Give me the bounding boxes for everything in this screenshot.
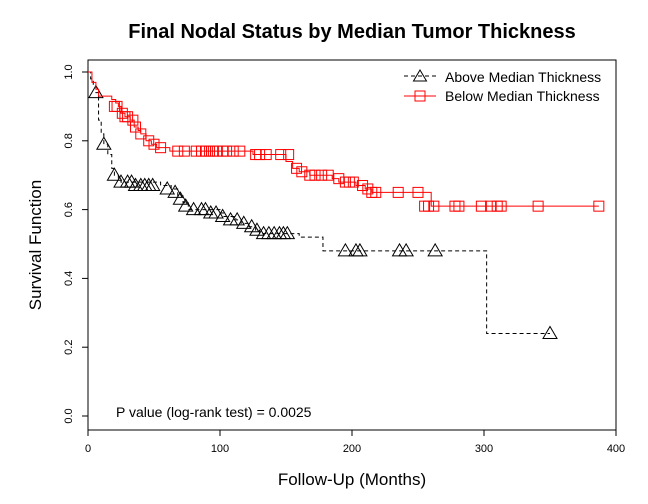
y-axis-label: Survival Function [26, 180, 45, 310]
censor-marker-triangle [172, 191, 189, 205]
censor-marker-triangle [249, 222, 265, 236]
y-tick-label: 0.8 [63, 133, 75, 148]
y-tick-label: 0.2 [63, 340, 75, 355]
censor-marker-square [178, 145, 190, 157]
censor-marker-square [419, 200, 431, 212]
censor-marker-square [283, 149, 295, 161]
series-1 [88, 71, 605, 212]
legend-label-below: Below Median Thickness [445, 88, 600, 104]
x-tick-label: 100 [211, 443, 229, 455]
censor-marker-square [347, 176, 359, 188]
censor-marker-triangle [352, 242, 368, 257]
censor-marker-square [593, 200, 605, 212]
censor-marker-triangle [123, 174, 140, 188]
censor-marker-square [127, 114, 139, 126]
legend-marker-square-icon [414, 90, 426, 102]
x-tick-label: 300 [475, 443, 493, 455]
censor-marker-square [227, 145, 239, 157]
censor-marker-square [316, 169, 328, 181]
p-value-annotation: P value (log-rank test) = 0.0025 [116, 404, 312, 420]
series-0 [88, 71, 558, 339]
x-tick-label: 0 [85, 443, 91, 455]
censor-marker-square [453, 200, 465, 212]
censor-marker-square [275, 149, 287, 161]
censor-marker-square [309, 169, 321, 181]
censor-marker-triangle [177, 198, 194, 212]
chart-title: Final Nodal Status by Median Tumor Thick… [128, 21, 575, 43]
x-tick-label: 400 [607, 443, 625, 455]
censor-marker-square [370, 186, 382, 198]
censor-marker-triangle [167, 184, 183, 198]
censor-marker-square [532, 200, 544, 212]
censor-marker-square [322, 169, 334, 181]
censor-marker-triangle [279, 225, 296, 240]
censor-marker-square [495, 200, 507, 212]
censor-marker-square [172, 145, 184, 157]
censor-marker-square [234, 145, 246, 157]
censor-marker-triangle [229, 211, 246, 226]
y-tick-label: 1.0 [63, 64, 75, 79]
censor-marker-square [392, 186, 404, 198]
survival-curve [88, 71, 550, 334]
censor-marker-square [362, 183, 374, 195]
censor-marker-square [221, 145, 233, 157]
censor-marker-triangle [95, 136, 112, 150]
y-tick-label: 0.0 [63, 408, 75, 423]
legend-marker-triangle-icon [412, 69, 428, 82]
censor-marker-square [135, 128, 147, 140]
censor-marker-triangle [427, 242, 444, 257]
legend-label-above: Above Median Thickness [445, 69, 601, 85]
censor-marker-triangle [208, 205, 224, 219]
censor-marker-triangle [391, 242, 408, 257]
censor-marker-triangle [398, 242, 414, 257]
censor-marker-square [485, 200, 497, 212]
censor-marker-square [296, 166, 308, 178]
censor-marker-triangle [88, 84, 104, 99]
censor-marker-triangle [214, 208, 231, 222]
censor-marker-square [333, 173, 345, 185]
legend: Above Median Thickness Below Median Thic… [404, 69, 601, 104]
series-layer [88, 71, 605, 339]
censor-marker-square [428, 200, 440, 212]
censor-marker-triangle [185, 201, 202, 216]
censor-marker-square [155, 142, 167, 154]
censor-marker-triangle [235, 215, 252, 229]
censor-marker-triangle [159, 180, 176, 195]
plot-frame [87, 59, 617, 431]
x-axis-label: Follow-Up (Months) [278, 470, 426, 489]
x-tick-label: 200 [343, 443, 361, 455]
y-tick-label: 0.6 [63, 202, 75, 217]
survival-curve [88, 71, 599, 207]
censor-marker-square [260, 149, 272, 161]
censor-marker-triangle [337, 242, 354, 257]
censor-marker-triangle [144, 177, 161, 192]
y-axis: 0.0 0.2 0.4 0.6 0.8 1.0 [63, 64, 88, 424]
censor-marker-square [475, 200, 487, 212]
censor-marker-square [412, 186, 424, 198]
censor-marker-square [148, 138, 160, 150]
x-axis: 0 100 200 300 400 [85, 430, 625, 455]
censor-marker-triangle [542, 325, 558, 339]
censor-marker-square [254, 149, 266, 161]
y-tick-label: 0.4 [63, 271, 75, 286]
censor-marker-triangle [106, 167, 123, 181]
